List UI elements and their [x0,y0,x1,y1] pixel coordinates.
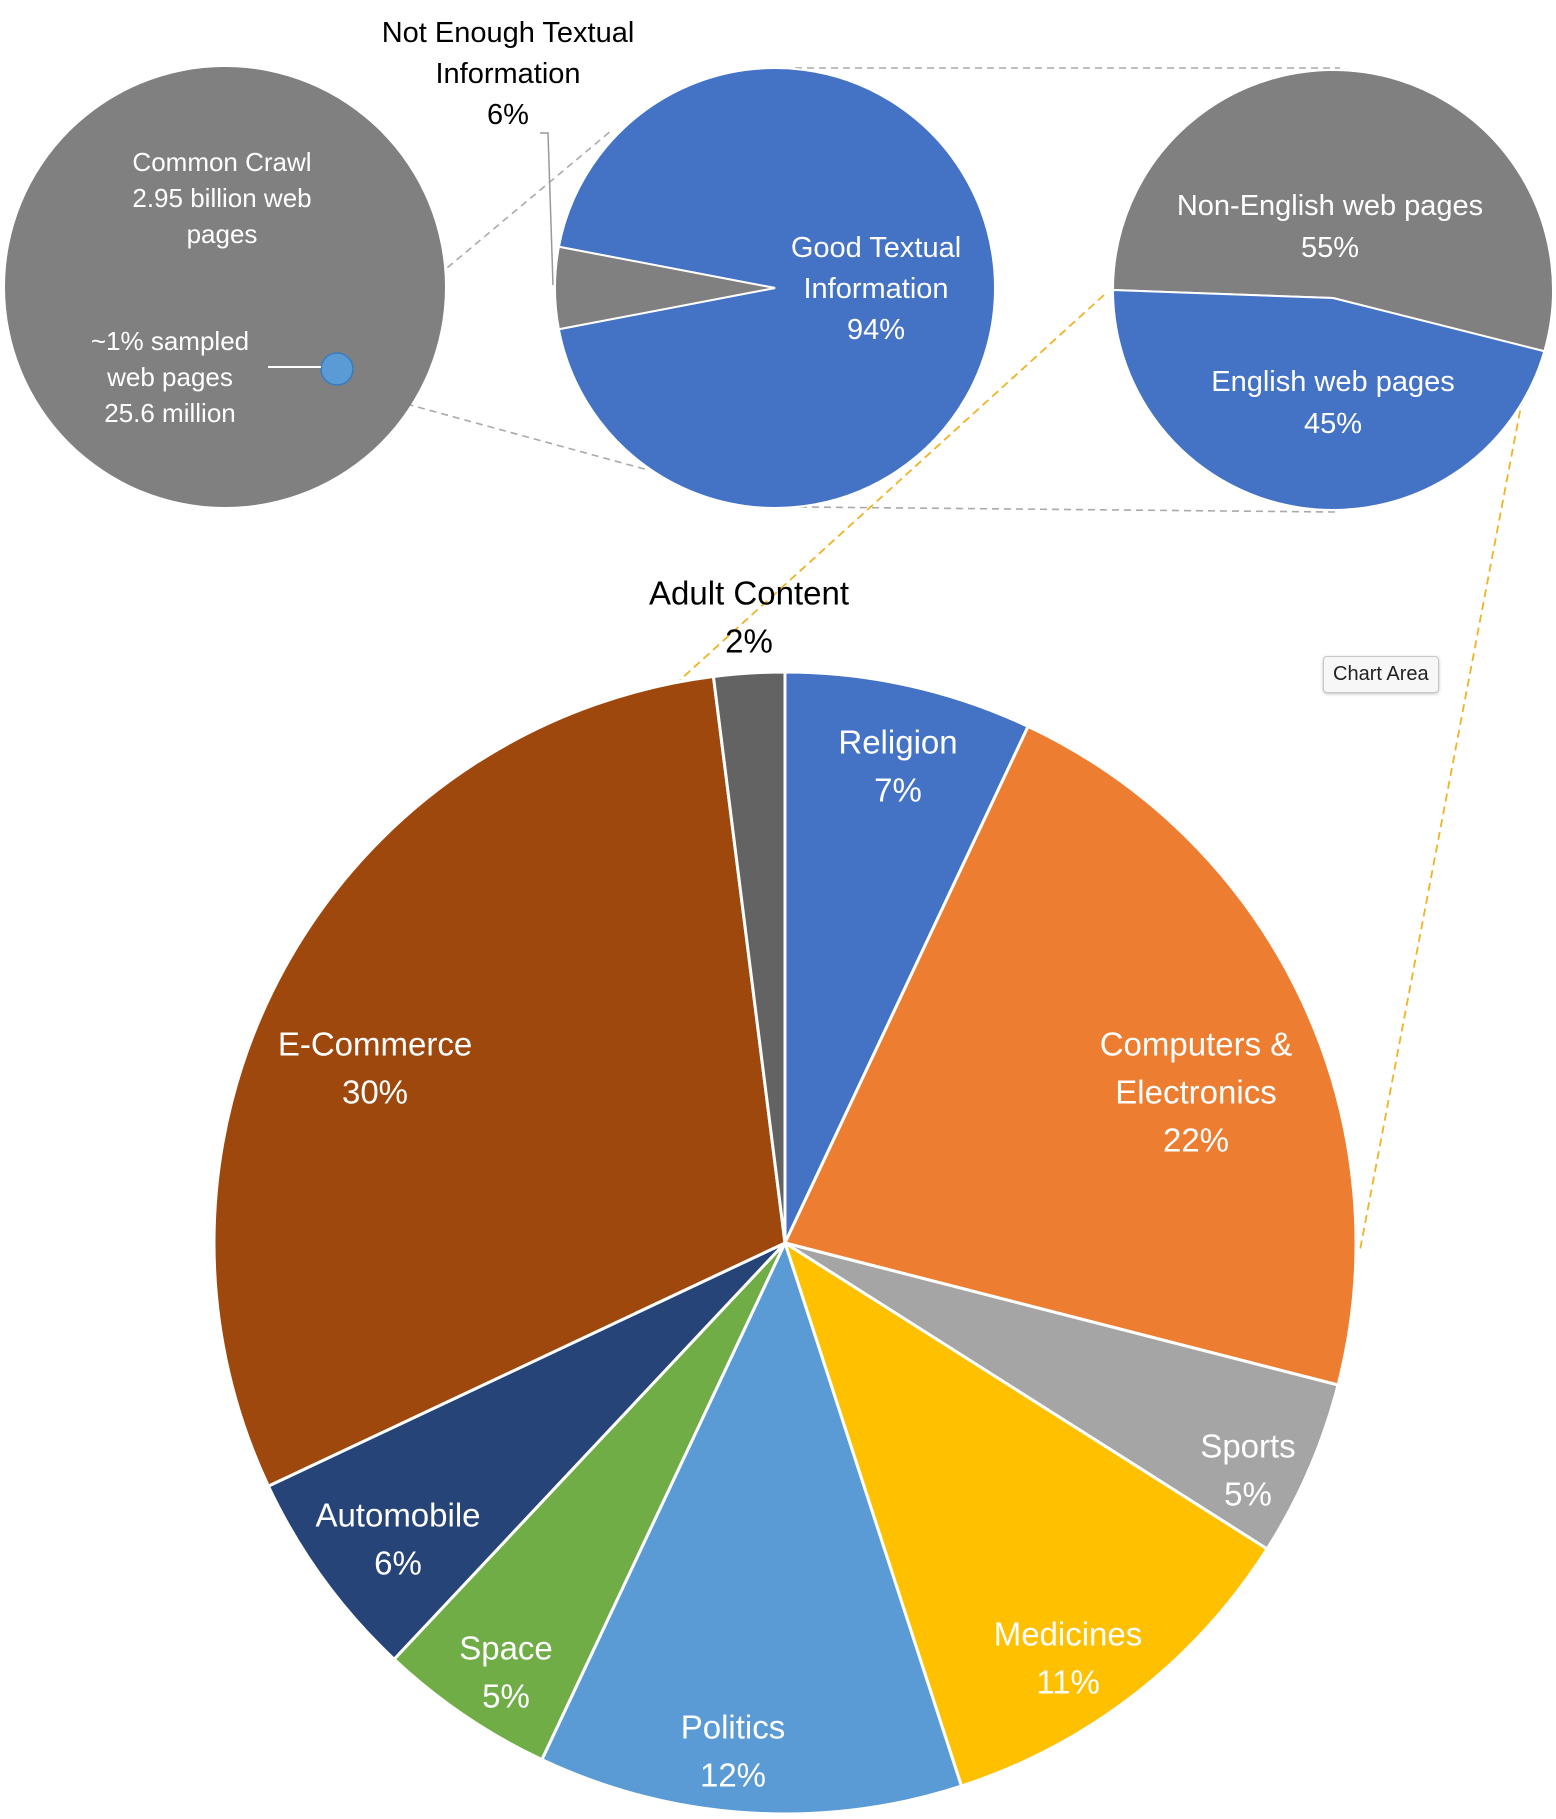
connector-line [679,294,1105,681]
pie-slice-medicines [782,1239,1270,1788]
leader-line [540,132,554,286]
slice-label: Common Crawl 2.95 billion web pages [132,147,311,249]
pie-slice-not-enough-textual [554,245,776,331]
slice-label: ~1% sampled web pages 25.6 million [91,326,249,428]
pie-language [1111,68,1554,511]
pie-slice-adult-content [711,670,787,1244]
pie-slice-computers [782,724,1358,1387]
pie-slice-e-commerce [212,674,787,1489]
pie-slice-english-web-pages [1111,288,1546,511]
slice-label: Automobile 6% [315,1497,480,1582]
slice-label: Computers & Electronics 22% [1100,1026,1293,1159]
slice-label: English web pages 45% [1211,366,1454,440]
slice-label: E-Commerce 30% [278,1026,472,1111]
slice-label: Good Textual Information 94% [791,232,961,346]
pie-slice-automobile [266,1241,787,1662]
pie-common-crawl [5,67,445,507]
chart-area-tooltip: Chart Area [1323,656,1439,693]
connector-lines [336,67,1526,1251]
pie-topics [212,670,1358,1816]
pie-slice-common-crawl [5,67,445,507]
connector-line [1359,384,1526,1251]
pie-slice-1-sampled [320,352,354,386]
pie-textual-quality [540,67,996,509]
pie-slice-space [392,1241,787,1762]
slice-label: Politics 12% [681,1709,786,1794]
pie-slice-good-textual [557,67,996,509]
pie-slice-religion [783,670,1031,1244]
slice-label: Adult Content 2% [649,575,849,660]
slice-label: Space 5% [459,1630,553,1715]
slice-label: Sports 5% [1200,1428,1295,1513]
slice-label: Non-English web pages 55% [1177,190,1483,264]
slice-label: Medicines 11% [994,1616,1143,1701]
connector-line [799,506,1336,513]
slice-label: Religion 7% [838,724,957,809]
pie-slice-sports [784,1241,1340,1552]
slice-label: Not Enough Textual Information 6% [382,17,635,131]
pie-slice-politics [539,1238,964,1816]
pie-slice-non-english-web-pages [1111,68,1554,353]
